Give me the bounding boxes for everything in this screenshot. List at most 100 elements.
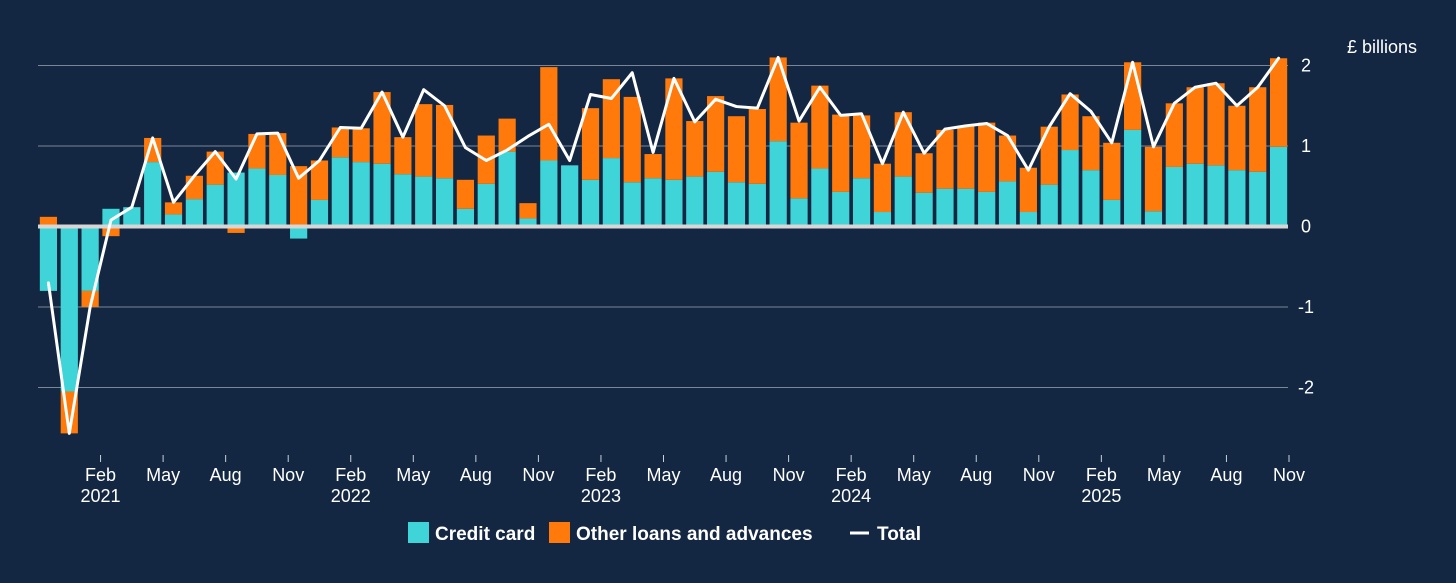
other-loans-and-advances-bar <box>811 85 829 169</box>
x-tick-label: Aug <box>960 465 992 485</box>
other-loans-and-advances-bar <box>1019 167 1037 213</box>
other-loans-and-advances-bar <box>832 114 850 192</box>
credit-card-bar <box>60 226 78 392</box>
credit-card-bar <box>1269 146 1288 227</box>
credit-card-bar <box>519 218 537 227</box>
other-loans-and-advances-bar <box>394 137 412 175</box>
x-tick-year: 2024 <box>831 486 871 506</box>
other-loans-and-advances-bar <box>102 226 120 237</box>
other-loans-and-advances-bar <box>415 104 433 177</box>
other-loans-and-advances-bar <box>1269 58 1288 147</box>
credit-card-bar <box>915 192 933 227</box>
credit-card-bar <box>1207 165 1225 227</box>
credit-card-bar <box>477 183 495 227</box>
x-tick-label: May <box>646 465 680 485</box>
credit-card-bar <box>310 199 329 227</box>
x-tick-label: Aug <box>710 465 742 485</box>
other-loans-and-advances-bar <box>540 67 558 161</box>
credit-card-bar <box>144 162 162 227</box>
other-loans-and-advances-bar <box>352 128 370 163</box>
credit-card-bar <box>1144 211 1163 227</box>
other-loans-and-advances-bar <box>957 125 975 189</box>
credit-card-bar <box>894 176 912 227</box>
x-tick-label: Nov <box>522 465 554 485</box>
credit-card-bar <box>686 176 704 227</box>
x-tick-label: Nov <box>272 465 304 485</box>
credit-card-bar <box>373 163 391 227</box>
credit-card-bar <box>873 212 892 227</box>
credit-card-bar <box>1124 129 1142 227</box>
credit-card-bar <box>1186 163 1204 227</box>
x-tick-label: Feb <box>85 465 116 485</box>
other-loans-and-advances-bar <box>790 122 808 199</box>
other-loans-and-advances-bar <box>1082 116 1100 171</box>
other-loans-and-advances-bar <box>435 104 454 179</box>
other-loans-and-advances-bar <box>727 116 746 183</box>
other-loans-and-advances-bar <box>290 166 308 227</box>
x-tick-label: Aug <box>1210 465 1242 485</box>
credit-card-bar <box>435 178 454 227</box>
other-loans-and-advances-bar <box>1124 62 1142 130</box>
other-loans-and-advances-bar <box>686 121 704 177</box>
legend-label: Credit card <box>435 524 535 545</box>
credit-card-bar <box>602 158 620 227</box>
x-tick-label: Nov <box>1023 465 1055 485</box>
credit-card-bar <box>748 183 766 227</box>
credit-card-bar <box>1103 199 1121 227</box>
credit-card-bar <box>769 141 787 227</box>
x-tick-label: May <box>396 465 430 485</box>
other-loans-and-advances-bar <box>1249 87 1267 172</box>
other-loans-and-advances-bar <box>498 118 516 152</box>
x-tick-label: May <box>1147 465 1181 485</box>
other-loans-and-advances-bar <box>1186 87 1204 164</box>
other-loans-and-advances-bar <box>978 122 996 192</box>
other-loans-and-advances-bar <box>665 78 683 180</box>
x-tick-year: 2025 <box>1081 486 1121 506</box>
x-tick-label: Feb <box>335 465 366 485</box>
legend: Credit card Other loans and advances Total <box>408 522 921 545</box>
credit-card-bar <box>727 182 746 227</box>
y-tick-label: -2 <box>1298 378 1314 398</box>
credit-card-bar <box>248 168 266 227</box>
credit-card-bar <box>1019 212 1037 227</box>
other-loans-and-advances-bar <box>769 57 787 142</box>
other-loans-and-advances-bar <box>519 203 537 219</box>
other-loans-and-advances-bar <box>373 92 391 164</box>
credit-card-bar <box>227 172 245 227</box>
credit-card-bar <box>102 208 120 227</box>
x-tick-label: Aug <box>460 465 492 485</box>
x-tick-label: Feb <box>836 465 867 485</box>
credit-card-bar <box>1249 171 1267 227</box>
y-tick-label: -1 <box>1298 297 1314 317</box>
other-loans-and-advances-bar <box>1228 105 1246 171</box>
x-tick-label: Nov <box>773 465 805 485</box>
credit-card-bar <box>39 226 58 291</box>
x-tick-label: Feb <box>585 465 616 485</box>
legend-swatch <box>549 522 570 543</box>
credit-card-bar <box>936 188 954 227</box>
other-loans-and-advances-bar <box>206 151 224 185</box>
x-tick-label: May <box>146 465 180 485</box>
credit-card-bar <box>644 178 662 227</box>
other-loans-and-advances-bar <box>248 133 266 169</box>
y-axis-unit-label: £ billions <box>1347 37 1417 57</box>
x-tick-year: 2022 <box>331 486 371 506</box>
other-loans-and-advances-bar <box>623 96 641 183</box>
credit-card-bar <box>206 184 224 227</box>
total-line <box>46 55 1281 435</box>
credit-card-bar <box>665 179 683 227</box>
credit-card-bar <box>123 207 141 227</box>
x-tick-label: May <box>897 465 931 485</box>
credit-card-bar <box>352 162 370 227</box>
other-loans-and-advances-bar <box>936 129 954 189</box>
credit-card-bar <box>957 188 975 227</box>
credit-card-bar <box>832 191 850 227</box>
credit-card-bar <box>978 191 996 227</box>
other-loans-and-advances-bar <box>1061 94 1079 151</box>
credit-card-bar <box>540 160 558 227</box>
credit-card-bar <box>81 226 99 291</box>
credit-card-bar <box>998 181 1017 227</box>
credit-card-bar <box>394 174 412 227</box>
